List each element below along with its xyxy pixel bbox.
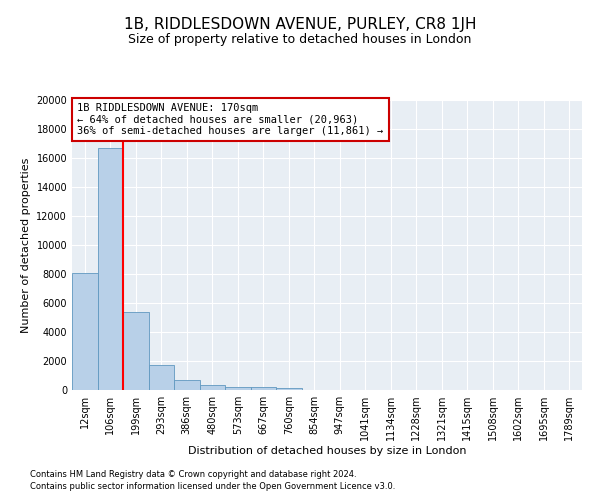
X-axis label: Distribution of detached houses by size in London: Distribution of detached houses by size … xyxy=(188,446,466,456)
Text: Size of property relative to detached houses in London: Size of property relative to detached ho… xyxy=(128,32,472,46)
Bar xyxy=(174,380,199,390)
Y-axis label: Number of detached properties: Number of detached properties xyxy=(21,158,31,332)
Bar xyxy=(225,386,251,390)
Bar xyxy=(72,272,97,390)
Bar xyxy=(123,312,149,390)
Text: 1B, RIDDLESDOWN AVENUE, PURLEY, CR8 1JH: 1B, RIDDLESDOWN AVENUE, PURLEY, CR8 1JH xyxy=(124,18,476,32)
Text: Contains HM Land Registry data © Crown copyright and database right 2024.: Contains HM Land Registry data © Crown c… xyxy=(30,470,356,479)
Bar xyxy=(149,364,174,390)
Bar xyxy=(97,148,123,390)
Text: 1B RIDDLESDOWN AVENUE: 170sqm
← 64% of detached houses are smaller (20,963)
36% : 1B RIDDLESDOWN AVENUE: 170sqm ← 64% of d… xyxy=(77,103,383,136)
Bar xyxy=(199,385,225,390)
Bar xyxy=(251,387,276,390)
Bar xyxy=(276,388,302,390)
Text: Contains public sector information licensed under the Open Government Licence v3: Contains public sector information licen… xyxy=(30,482,395,491)
